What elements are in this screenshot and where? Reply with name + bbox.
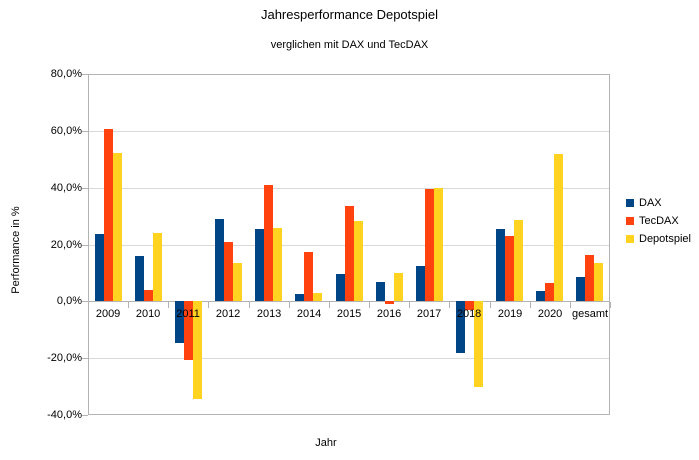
- bar-tecdax-2009: [104, 129, 113, 301]
- y-axis-tick: [82, 188, 88, 189]
- bar-tecdax-gesamt: [585, 255, 594, 301]
- bar-tecdax-2018: [465, 301, 474, 310]
- bar-depotspiel-2018: [474, 301, 483, 387]
- legend-item-dax: DAX: [626, 194, 691, 212]
- legend-swatch-icon: [626, 235, 634, 243]
- x-axis-tick: [449, 302, 450, 308]
- x-axis-category-label: 2020: [537, 308, 563, 320]
- x-axis-title: Jahr: [315, 437, 337, 449]
- bar-dax-2011: [175, 301, 184, 343]
- bar-tecdax-2019: [505, 236, 514, 301]
- y-axis-tick: [82, 358, 88, 359]
- bar-dax-2010: [135, 256, 144, 301]
- legend-label: TecDAX: [639, 215, 679, 227]
- legend-label: Depotspiel: [639, 233, 691, 245]
- x-axis-zero-line: [88, 301, 610, 302]
- bar-dax-2009: [95, 234, 104, 301]
- bar-dax-2018: [456, 301, 465, 353]
- x-axis-category-label: 2012: [215, 308, 241, 320]
- bar-dax-2012: [215, 219, 224, 301]
- gridline: [89, 358, 609, 359]
- y-axis-tick-label: -40,0%: [47, 409, 82, 421]
- bar-dax-2013: [255, 229, 264, 301]
- x-axis-tick: [249, 302, 250, 308]
- x-axis-category-label: 2018: [456, 308, 482, 320]
- bar-depotspiel-2020: [554, 154, 563, 301]
- bar-depotspiel-2019: [514, 220, 523, 301]
- x-axis-category-label: 2013: [256, 308, 282, 320]
- y-axis-tick-label: 60,0%: [50, 125, 82, 137]
- legend-item-depotspiel: Depotspiel: [626, 230, 691, 248]
- legend-swatch-icon: [626, 199, 634, 207]
- x-axis-category-label: 2017: [416, 308, 442, 320]
- bar-depotspiel-2009: [113, 153, 122, 301]
- x-axis-tick: [329, 302, 330, 308]
- x-axis-category-label: 2019: [497, 308, 523, 320]
- x-axis-category-label: 2011: [176, 308, 200, 320]
- bar-dax-2019: [496, 229, 505, 301]
- bar-tecdax-2020: [545, 283, 554, 301]
- bar-tecdax-2016: [385, 301, 394, 304]
- bar-depotspiel-2017: [434, 188, 443, 301]
- legend: DAX TecDAX Depotspiel: [626, 194, 691, 248]
- x-axis-tick: [168, 302, 169, 308]
- chart-subtitle: verglichen mit DAX und TecDAX: [270, 39, 429, 51]
- bar-depotspiel-2013: [273, 228, 282, 301]
- bar-tecdax-2011: [184, 301, 193, 360]
- plot-area: [88, 74, 610, 415]
- y-axis-tick-label: -20,0%: [47, 352, 82, 364]
- x-axis-tick: [490, 302, 491, 308]
- bar-depotspiel-2010: [153, 233, 162, 301]
- x-axis-tick: [610, 302, 611, 308]
- x-axis-tick: [530, 302, 531, 308]
- bar-tecdax-2010: [144, 290, 153, 301]
- chart-title: Jahresperformance Depotspiel: [260, 7, 439, 22]
- bar-depotspiel-2015: [354, 221, 363, 301]
- y-axis-tick: [82, 245, 88, 246]
- y-axis-tick-label: 80,0%: [50, 68, 82, 80]
- bar-dax-2014: [295, 294, 304, 301]
- bar-depotspiel-gesamt: [594, 263, 603, 301]
- y-axis-tick: [82, 74, 88, 75]
- bar-depotspiel-2014: [313, 293, 322, 301]
- bar-depotspiel-2012: [233, 263, 242, 301]
- x-axis-category-label: 2009: [95, 308, 121, 320]
- x-axis-tick: [128, 302, 129, 308]
- bar-dax-2016: [376, 282, 385, 301]
- bar-tecdax-2012: [224, 242, 233, 301]
- bar-tecdax-2014: [304, 252, 313, 301]
- bar-dax-2015: [336, 274, 345, 301]
- x-axis-tick: [369, 302, 370, 308]
- y-axis-tick: [82, 415, 88, 416]
- y-axis-tick-label: 20,0%: [50, 239, 82, 251]
- bar-tecdax-2015: [345, 206, 354, 301]
- x-axis-category-label: gesamt: [572, 308, 609, 320]
- y-axis-tick-label: 0,0%: [56, 295, 82, 307]
- legend-label: DAX: [639, 197, 662, 209]
- gridline: [89, 188, 609, 189]
- x-axis-category-label: 2015: [336, 308, 362, 320]
- y-axis-tick: [82, 131, 88, 132]
- x-axis-tick: [289, 302, 290, 308]
- bar-tecdax-2013: [264, 185, 273, 301]
- x-axis-category-label: 2016: [376, 308, 402, 320]
- y-axis-tick: [82, 301, 88, 302]
- y-axis-tick-label: 40,0%: [50, 182, 82, 194]
- bar-dax-gesamt: [576, 277, 585, 301]
- x-axis-tick: [409, 302, 410, 308]
- bar-tecdax-2017: [425, 189, 434, 301]
- legend-item-tecdax: TecDAX: [626, 212, 691, 230]
- x-axis-category-label: 2014: [296, 308, 322, 320]
- legend-swatch-icon: [626, 217, 634, 225]
- bar-depotspiel-2011: [193, 301, 202, 399]
- bar-dax-2017: [416, 266, 425, 301]
- bar-dax-2020: [536, 291, 545, 301]
- x-axis-tick: [208, 302, 209, 308]
- bar-depotspiel-2016: [394, 273, 403, 301]
- x-axis-tick: [570, 302, 571, 308]
- x-axis-category-label: 2010: [135, 308, 161, 320]
- gridline: [89, 131, 609, 132]
- x-axis-tick: [88, 302, 89, 308]
